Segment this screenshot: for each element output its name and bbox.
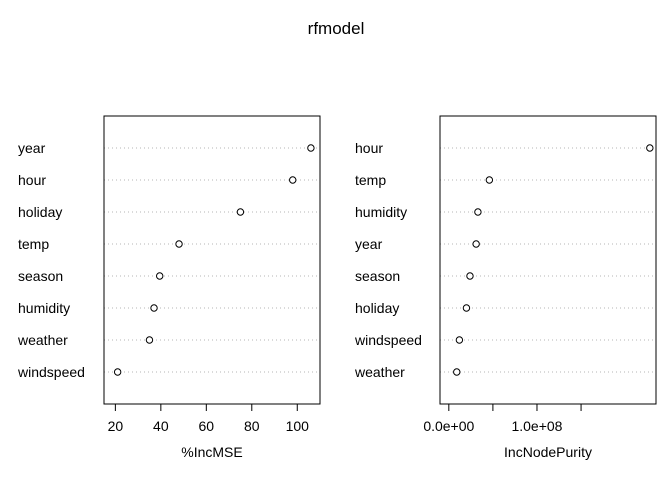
x-axis-title: IncNodePurity: [504, 444, 592, 460]
category-label: season: [18, 268, 63, 284]
category-label: holiday: [18, 204, 62, 220]
data-point: [455, 336, 464, 344]
data-point: [289, 176, 297, 184]
category-label: weather: [354, 364, 405, 380]
category-label: humidity: [18, 300, 70, 316]
category-label: weather: [17, 332, 68, 348]
x-tick-label: 60: [199, 418, 215, 434]
data-point: [462, 304, 471, 312]
data-point: [474, 208, 482, 216]
data-point: [453, 368, 461, 376]
x-axis-title: %IncMSE: [181, 444, 242, 460]
category-label: holiday: [355, 300, 399, 316]
x-tick-label: 40: [153, 418, 169, 434]
category-label: season: [355, 268, 400, 284]
chart-title: rfmodel: [308, 19, 365, 38]
data-point: [466, 272, 474, 280]
category-label: windspeed: [354, 332, 422, 348]
data-point: [175, 240, 183, 248]
category-label: temp: [355, 172, 386, 188]
data-point: [145, 336, 154, 344]
plot-frame: [103, 115, 321, 405]
category-label: humidity: [355, 204, 407, 220]
data-point: [156, 272, 164, 280]
data-point: [236, 208, 245, 216]
category-label: temp: [18, 236, 49, 252]
data-point: [150, 304, 158, 312]
data-point: [307, 144, 315, 152]
data-point: [646, 144, 654, 152]
x-tick-label: 100: [286, 418, 310, 434]
x-tick-label: 0.0e+00: [423, 418, 474, 434]
data-point: [472, 240, 480, 248]
category-label: year: [355, 236, 383, 252]
data-point: [113, 368, 122, 376]
x-tick-label: 80: [244, 418, 260, 434]
plot-frame: [439, 115, 657, 405]
x-tick-label: 1.0e+08: [511, 418, 562, 434]
data-point: [485, 176, 494, 184]
x-tick-label: 20: [108, 418, 124, 434]
category-label: year: [18, 140, 46, 156]
category-label: hour: [355, 140, 383, 156]
category-label: hour: [18, 172, 46, 188]
category-label: windspeed: [17, 364, 85, 380]
